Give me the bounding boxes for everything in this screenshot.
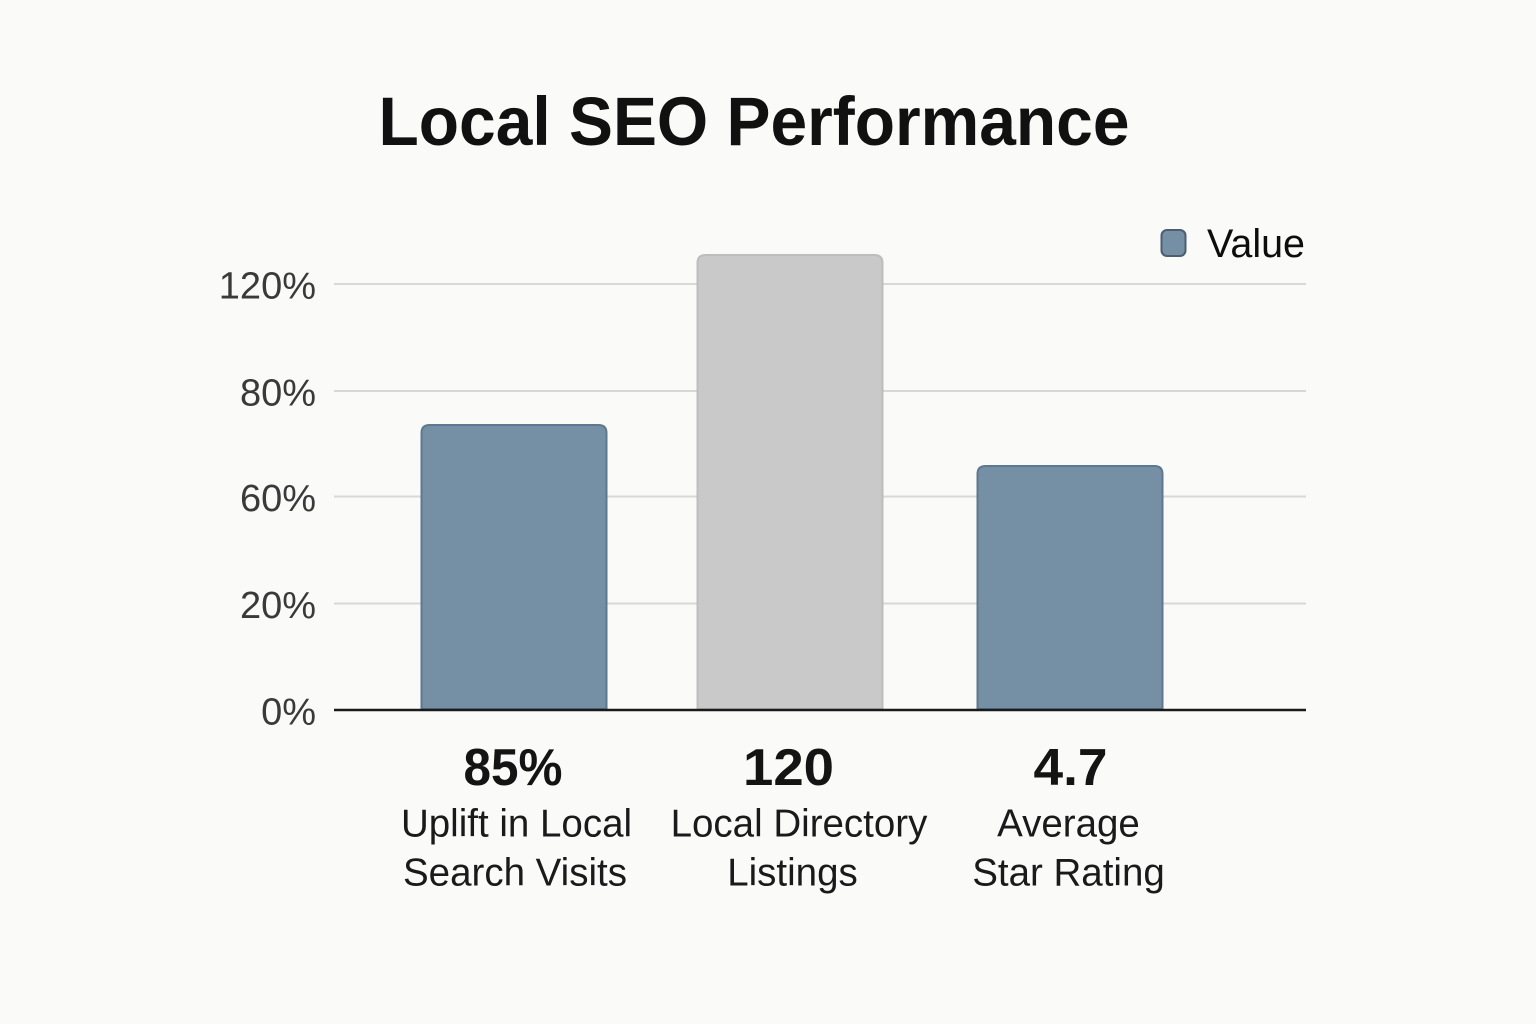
svg-text:Search Visits: Search Visits: [403, 852, 627, 895]
svg-text:Value: Value: [1207, 222, 1305, 266]
svg-text:4.7: 4.7: [1034, 739, 1108, 797]
svg-text:Local SEO Performance: Local SEO Performance: [379, 83, 1130, 160]
svg-text:Local Directory: Local Directory: [671, 803, 929, 846]
svg-text:120: 120: [743, 739, 834, 797]
svg-text:85%: 85%: [464, 739, 563, 797]
svg-text:Uplift in Local: Uplift in Local: [401, 803, 632, 846]
svg-text:60%: 60%: [240, 478, 316, 520]
svg-text:20%: 20%: [240, 585, 316, 627]
svg-text:Average: Average: [997, 803, 1140, 846]
svg-text:Listings: Listings: [727, 852, 858, 895]
svg-text:0%: 0%: [261, 692, 316, 734]
svg-text:80%: 80%: [240, 373, 316, 415]
svg-text:120%: 120%: [219, 266, 316, 308]
svg-text:Star Rating: Star Rating: [972, 852, 1165, 895]
